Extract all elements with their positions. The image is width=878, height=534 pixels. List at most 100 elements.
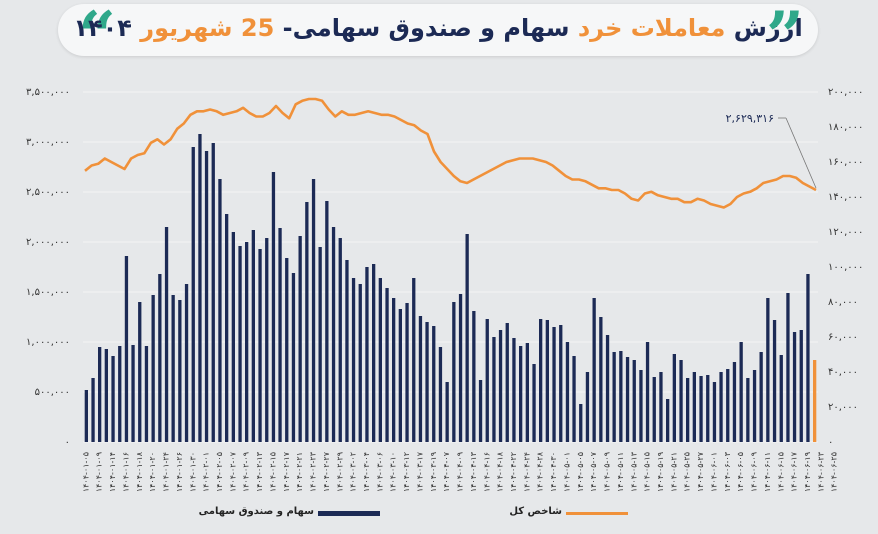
bar (572, 356, 576, 442)
x-tick-label: ۱۴۰۴-۰۱-۰۹ (95, 452, 104, 492)
y-tick-label: ۵۰۰,۰۰۰ (35, 387, 70, 398)
bar (425, 322, 429, 442)
x-tick-label: ۱۴۰۴-۰۴-۲۲ (509, 452, 518, 492)
x-tick-label: ۱۴۰۴-۰۴-۰۷ (442, 451, 451, 492)
x-tick-label: ۱۴۰۴-۰۲-۱۵ (268, 452, 277, 492)
bar (666, 399, 670, 442)
legend-line-swatch (566, 512, 628, 515)
bar (198, 134, 202, 442)
x-tick-label: ۱۴۰۴-۰۴-۲۸ (536, 451, 545, 492)
x-tick-label: ۱۴۰۴-۰۳-۰۶ (375, 452, 384, 492)
bar (225, 214, 229, 442)
bar (625, 357, 630, 442)
bar (679, 360, 683, 442)
x-tick-label: ۱۴۰۴-۰۳-۱۲ (402, 452, 411, 492)
title-part-3: سهام و صندوق سهامی- (282, 14, 570, 42)
x-tick-label: ۱۴۰۴-۰۴-۰۹ (456, 452, 465, 492)
x-tick-label: ۱۴۰۴-۰۱-۱۸ (135, 451, 144, 492)
bar (579, 404, 583, 442)
x-tick-label: ۱۴۰۴-۰۱-۰۵ (81, 452, 90, 492)
bar (659, 372, 663, 442)
bar (311, 179, 316, 442)
bar (559, 325, 563, 442)
annotation-label: ۲,۶۲۹,۳۱۶ (726, 112, 774, 125)
bar (512, 338, 516, 442)
y2-tick-label: ۸۰,۰۰۰ (828, 297, 858, 308)
bar (458, 294, 463, 442)
y-tick-label: ۲,۰۰۰,۰۰۰ (26, 237, 70, 248)
x-tick-label: ۱۴۰۴-۰۲-۲۳ (309, 451, 318, 492)
y-tick-label: ۲,۵۰۰,۰۰۰ (26, 187, 70, 198)
bar (171, 295, 175, 442)
y2-tick-label: ۱۶۰,۰۰۰ (828, 157, 863, 168)
bar (331, 227, 336, 442)
x-tick-label: ۱۴۰۴-۰۶-۲۳ (816, 451, 825, 492)
bar (772, 320, 777, 442)
bar (385, 288, 389, 442)
bar (231, 232, 235, 442)
bar (325, 201, 329, 442)
bar (712, 382, 717, 442)
bar (672, 354, 676, 442)
bar (265, 238, 269, 442)
bar (786, 293, 790, 442)
x-tick-label: ۱۴۰۴-۰۳-۱۷ (415, 451, 424, 492)
bar (732, 362, 737, 442)
annotation-leader (785, 117, 817, 189)
bar (438, 347, 443, 442)
x-tick-label: ۱۴۰۴-۰۵-۰۱ (562, 452, 571, 492)
bar (498, 330, 503, 442)
x-tick-label: ۱۴۰۴-۰۵-۲۵ (683, 452, 692, 492)
x-tick-label: ۱۴۰۴-۰۶-۰۹ (750, 452, 759, 492)
bar (345, 260, 349, 442)
bar (258, 249, 262, 442)
y-tick-label: ۰ (65, 437, 70, 448)
x-tick-label: ۱۴۰۴-۰۵-۰۵ (576, 452, 585, 492)
bar (98, 347, 102, 442)
bar (365, 267, 369, 442)
x-tick-label: ۱۴۰۴-۰۶-۱۷ (790, 451, 799, 492)
bar (492, 337, 496, 442)
bar (298, 236, 302, 442)
x-tick-label: ۱۴۰۴-۰۳-۰۲ (349, 452, 358, 492)
x-tick-label: ۱۴۰۴-۰۲-۰۵ (215, 452, 224, 492)
bar (599, 317, 603, 442)
index-line (84, 97, 817, 209)
y2-tick-label: ۱۰۰,۰۰۰ (828, 262, 863, 273)
bar (351, 278, 356, 442)
x-tick-label: ۱۴۰۴-۰۵-۰۷ (589, 451, 598, 492)
y-tick-label: ۱,۰۰۰,۰۰۰ (26, 337, 70, 348)
title-part-4: 25 شهریور (140, 14, 275, 42)
bar (505, 323, 509, 442)
bar (539, 319, 543, 442)
bar (813, 360, 817, 442)
bar (291, 273, 296, 442)
title-part-2: معاملات خرد (577, 14, 726, 42)
x-tick-label: ۱۴۰۴-۰۵-۱۵ (643, 452, 652, 492)
x-tick-label: ۱۴۰۴-۰۴-۲۴ (522, 452, 531, 492)
x-tick-label: ۱۴۰۴-۰۴-۱۸ (496, 451, 505, 492)
y2-tick-label: ۰ (828, 437, 833, 448)
bar (472, 311, 476, 442)
x-tick-label: ۱۴۰۴-۰۵-۲۷ (696, 451, 705, 492)
bar (378, 278, 382, 442)
bar (318, 247, 322, 442)
x-tick-label: ۱۴۰۴-۰۶-۱۵ (776, 452, 785, 492)
bar (799, 330, 803, 442)
x-tick-label: ۱۴۰۴-۰۱-۲۴ (162, 452, 171, 492)
bar (639, 370, 643, 442)
x-tick-label: ۱۴۰۴-۰۶-۲۵ (830, 452, 839, 492)
bar (752, 370, 757, 442)
x-tick-label: ۱۴۰۴-۰۲-۰۹ (242, 452, 251, 492)
bar (398, 309, 402, 442)
bar (605, 335, 610, 442)
y-tick-label: ۱,۵۰۰,۰۰۰ (26, 287, 70, 298)
x-tick-label: ۱۴۰۴-۰۱-۲۰ (148, 452, 157, 492)
x-tick-label: ۱۴۰۴-۰۱-۱۶ (121, 452, 130, 492)
bar (358, 284, 362, 442)
x-tick-label: ۱۴۰۴-۰۲-۰۱ (202, 452, 211, 492)
x-tick-label: ۱۴۰۴-۰۶-۰۳ (723, 451, 732, 492)
bar (779, 355, 783, 442)
bar (372, 264, 376, 442)
bar (719, 372, 723, 442)
